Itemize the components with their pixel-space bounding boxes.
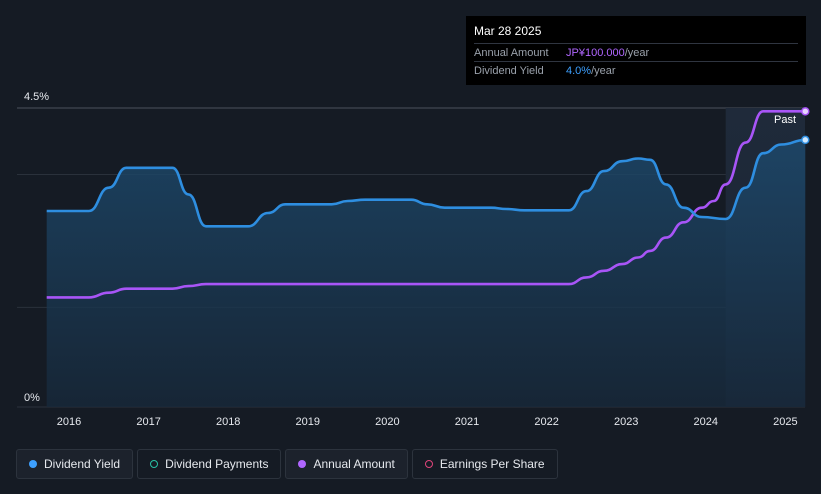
annual-amount-dot-icon xyxy=(298,460,307,468)
dividend-yield-end-marker xyxy=(801,135,810,145)
tooltip-dividend-yield-value: 4.0% xyxy=(566,64,592,77)
end-markers xyxy=(801,107,810,145)
dividend-yield-area xyxy=(46,139,806,407)
x-tick-label: 2017 xyxy=(136,416,160,428)
chart-lines xyxy=(46,109,806,299)
legend-dividend-yield-label: Dividend Yield xyxy=(44,457,121,471)
chart-tooltip: Mar 28 2025 Annual Amount JP¥100.000 /ye… xyxy=(466,16,806,85)
earnings-per-share-ring-icon xyxy=(424,460,433,468)
chart-legend: Dividend Yield Dividend Payments Annual … xyxy=(16,449,558,479)
y-tick-label: 4.5% xyxy=(24,91,49,103)
x-tick-label: 2025 xyxy=(773,416,797,428)
past-label: Past xyxy=(774,114,797,126)
tooltip-annual-amount-value: JP¥100.000 xyxy=(566,46,625,59)
dividend-yield-area-fill xyxy=(46,139,806,407)
legend-dividend-payments[interactable]: Dividend Payments xyxy=(137,449,282,479)
legend-annual-amount[interactable]: Annual Amount xyxy=(285,449,408,479)
x-tick-label: 2024 xyxy=(694,416,718,428)
x-tick-label: 2022 xyxy=(534,416,558,428)
x-tick-label: 2023 xyxy=(614,416,638,428)
legend-dividend-yield[interactable]: Dividend Yield xyxy=(16,449,134,479)
tooltip-dividend-yield-label: Dividend Yield xyxy=(474,64,544,77)
legend-annual-amount-label: Annual Amount xyxy=(313,457,395,471)
y-axis-labels: 4.5% 0% xyxy=(24,91,49,404)
y-tick-label: 0% xyxy=(24,392,40,404)
dividend-yield-line xyxy=(46,138,806,228)
x-tick-label: 2021 xyxy=(455,416,479,428)
tooltip-dividend-yield-row: Dividend Yield 4.0% /year xyxy=(474,61,798,79)
x-axis-labels: 2016 2017 2018 2019 2020 2021 2022 2023 2024 2025 xyxy=(57,416,798,428)
tooltip-annual-amount-unit: /year xyxy=(624,46,650,59)
dividend-payments-ring-icon xyxy=(150,460,159,468)
dividend-yield-dot-icon xyxy=(29,460,37,468)
annual-amount-line xyxy=(46,109,806,299)
tooltip-annual-amount-row: Annual Amount JP¥100.000 /year xyxy=(474,43,798,61)
x-tick-label: 2020 xyxy=(375,416,399,428)
legend-earnings-per-share[interactable]: Earnings Per Share xyxy=(411,449,558,479)
tooltip-annual-amount-label: Annual Amount xyxy=(474,46,549,59)
x-tick-label: 2016 xyxy=(57,416,81,428)
legend-earnings-per-share-label: Earnings Per Share xyxy=(439,457,545,471)
tooltip-date: Mar 28 2025 xyxy=(474,24,542,38)
x-tick-label: 2018 xyxy=(216,416,240,428)
legend-dividend-payments-label: Dividend Payments xyxy=(165,457,269,471)
tooltip-dividend-yield-unit: /year xyxy=(591,64,616,77)
x-tick-label: 2019 xyxy=(296,416,320,428)
annual-amount-end-marker xyxy=(801,107,810,116)
